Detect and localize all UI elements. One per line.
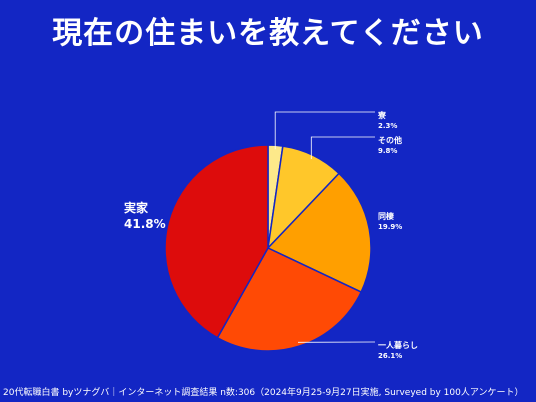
leader-line-1 <box>310 136 375 159</box>
pie-slice-4 <box>164 144 269 339</box>
slice-label-3: 一人暮らし <box>378 340 418 350</box>
pie-slice-3 <box>216 247 363 352</box>
slice-value-1: 9.8% <box>378 147 397 155</box>
slice-value-4: 41.8% <box>124 217 166 231</box>
slice-value-3: 26.1% <box>378 352 402 360</box>
slice-label-2: 同棲 <box>378 211 394 221</box>
slice-value-2: 19.9% <box>378 223 402 231</box>
chart-title: 現在の住まいを教えてください <box>52 16 484 51</box>
slice-label-1: その他 <box>378 135 402 145</box>
pie-slice-2 <box>266 172 372 294</box>
slice-label-4: 実家 <box>124 200 149 215</box>
footer-note: 20代転職白書 byツナグバ｜インターネット調査結果 n数:306（2024年9… <box>3 388 524 398</box>
leader-line-0 <box>274 111 375 150</box>
slice-value-0: 2.3% <box>378 122 397 130</box>
slice-label-0: 寮 <box>377 110 387 120</box>
